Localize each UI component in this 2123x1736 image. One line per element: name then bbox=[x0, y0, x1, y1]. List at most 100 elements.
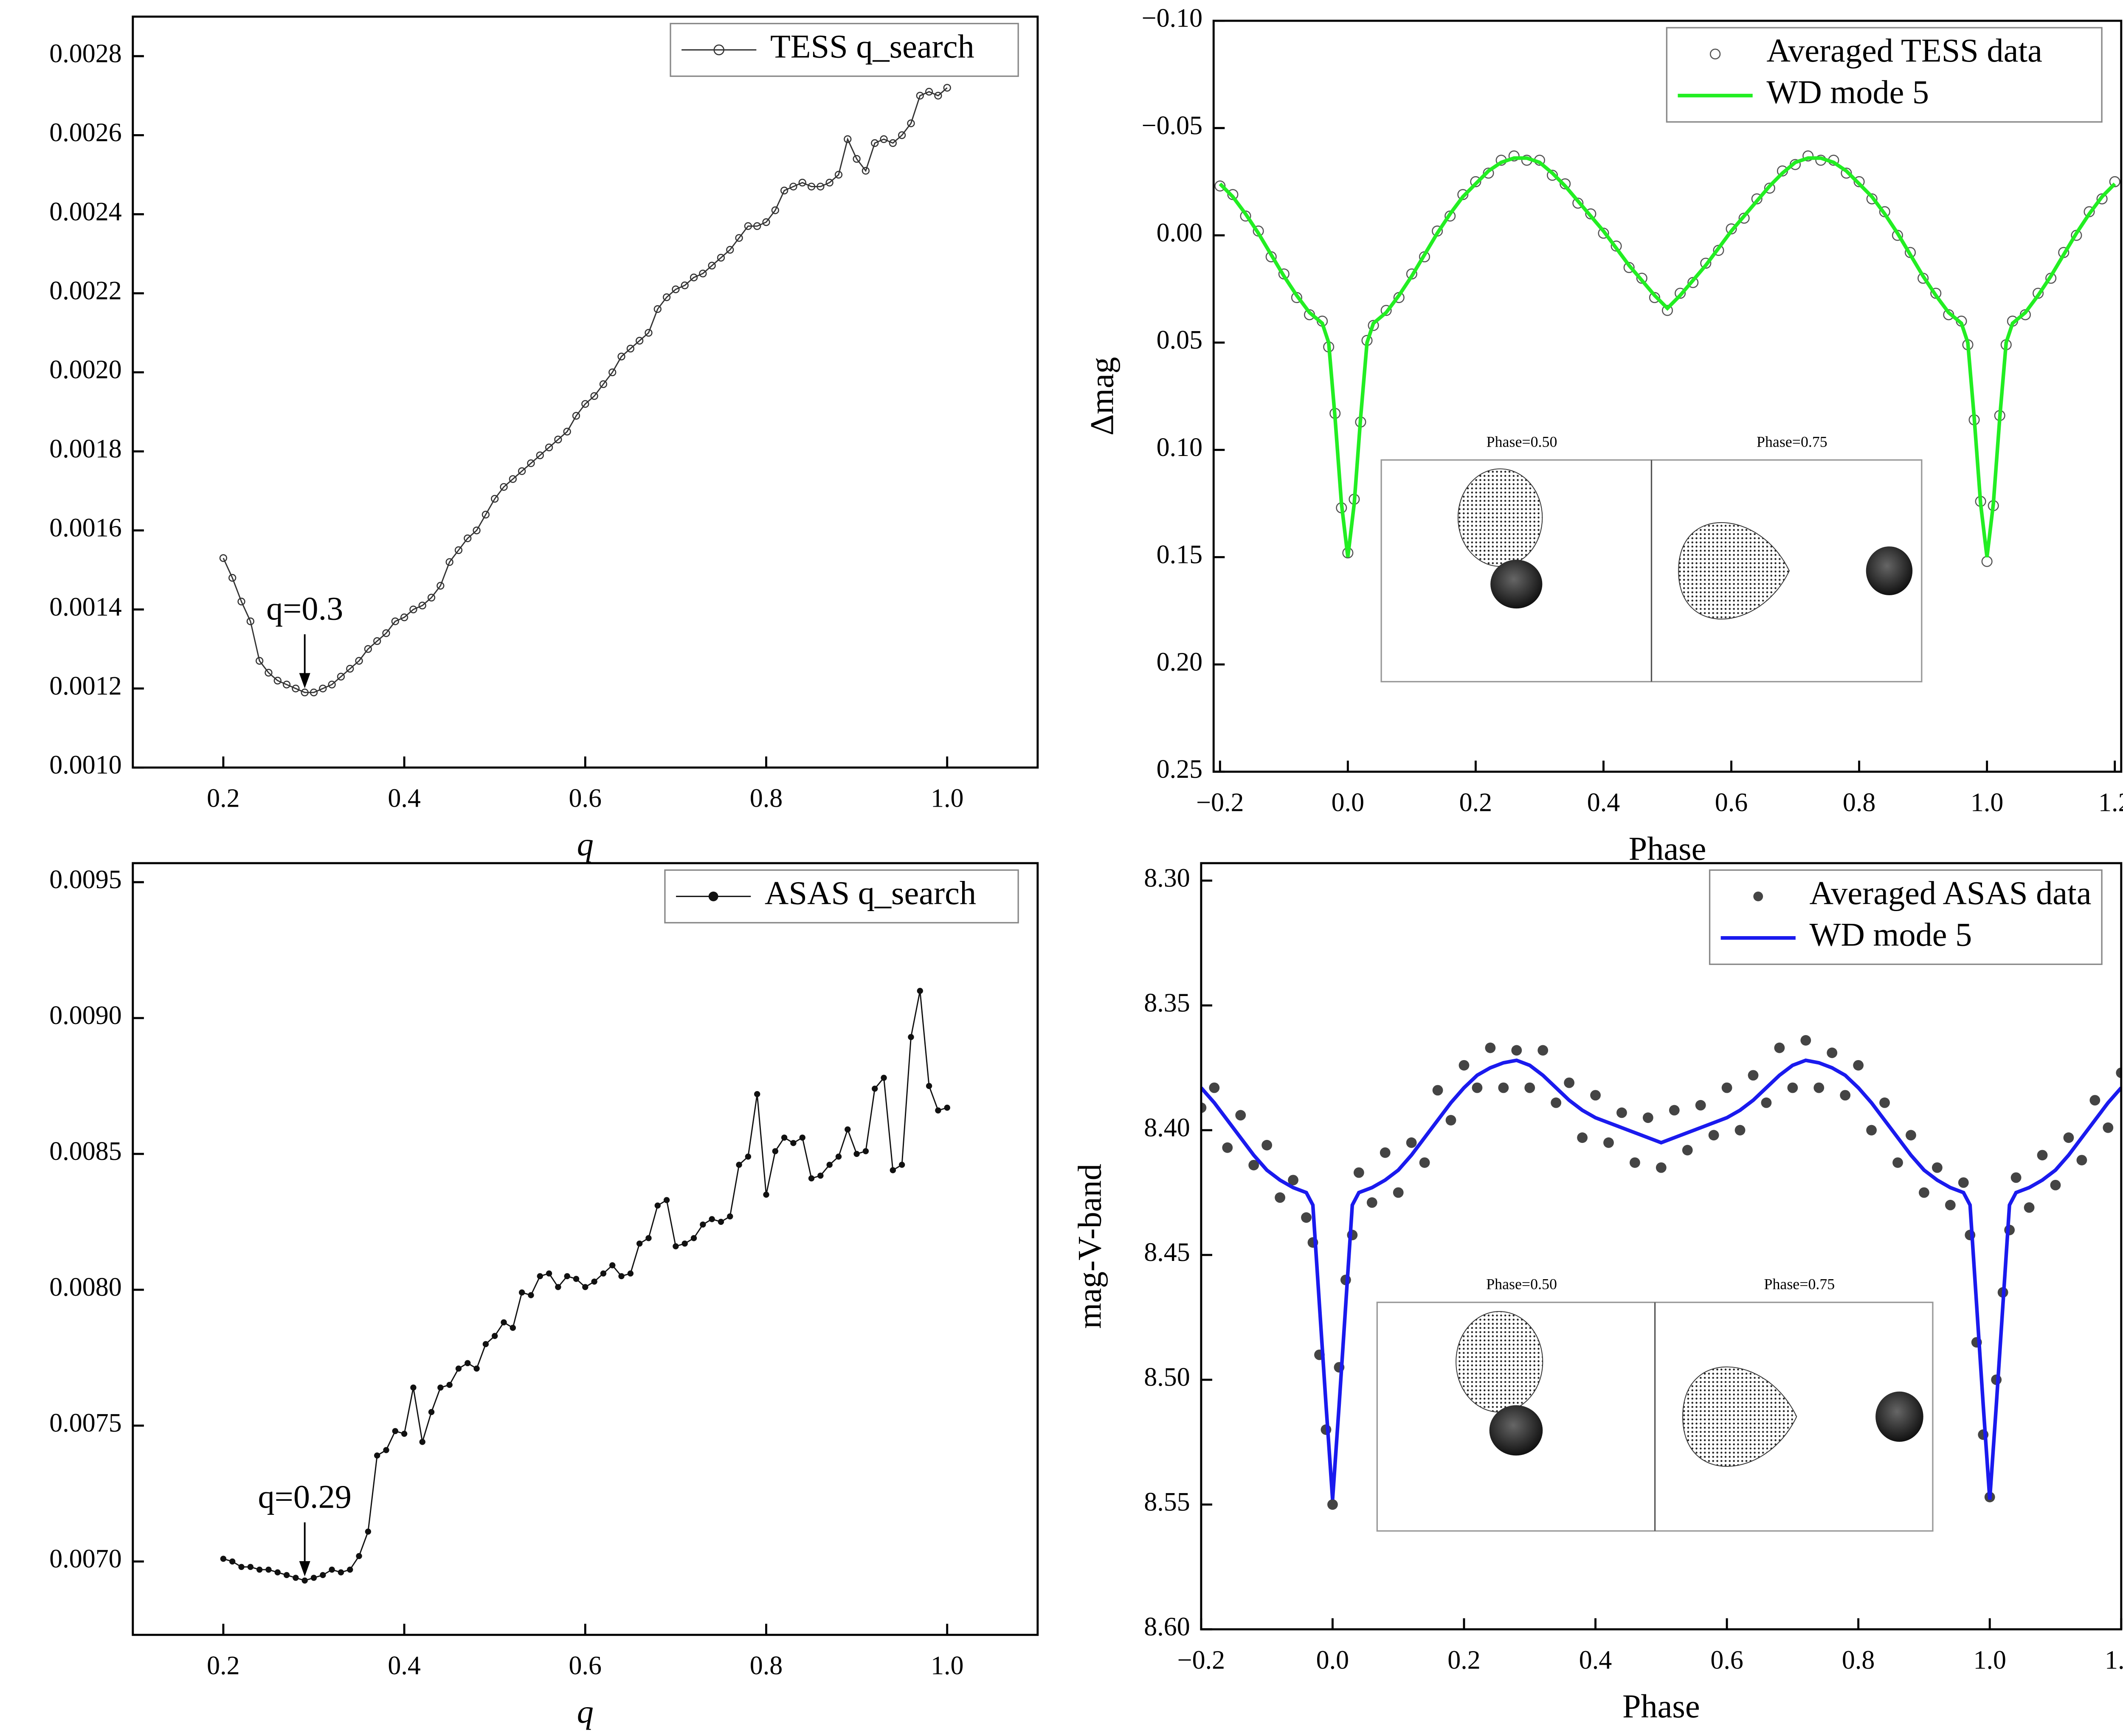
data-point bbox=[599, 380, 608, 388]
data-point bbox=[1879, 1097, 1890, 1108]
data-point bbox=[771, 206, 779, 214]
data-point bbox=[763, 1191, 769, 1198]
y-tick-label: 8.40 bbox=[1144, 1113, 1190, 1142]
x-tick-label: 0.2 bbox=[1459, 788, 1492, 817]
data-point bbox=[1853, 176, 1865, 188]
y-tick-label: 0.20 bbox=[1157, 647, 1203, 676]
data-point bbox=[934, 92, 942, 100]
data-point bbox=[1721, 1082, 1732, 1093]
y-tick-label: 0.0024 bbox=[49, 197, 122, 226]
data-point bbox=[437, 1384, 444, 1391]
secondary-star bbox=[1489, 1405, 1543, 1456]
data-point bbox=[410, 1384, 417, 1391]
data-point bbox=[790, 1140, 797, 1146]
y-tick-label: 0.15 bbox=[1157, 540, 1203, 569]
secondary-star bbox=[1866, 546, 1913, 595]
secondary-star bbox=[1875, 1391, 1923, 1442]
data-point bbox=[310, 688, 318, 697]
data-point bbox=[789, 183, 797, 191]
data-point bbox=[726, 246, 734, 254]
y-tick-label: 0.0095 bbox=[49, 865, 122, 894]
data-point bbox=[591, 1278, 597, 1285]
data-point bbox=[1472, 1082, 1483, 1093]
data-point bbox=[663, 1197, 670, 1203]
data-point bbox=[1327, 1499, 1338, 1510]
data-point bbox=[555, 1284, 561, 1290]
data-point bbox=[1774, 1042, 1785, 1053]
data-point bbox=[1235, 1110, 1246, 1121]
y-tick-label: 0.0020 bbox=[49, 355, 122, 384]
data-point bbox=[428, 1409, 435, 1415]
y-tick-label: 0.0075 bbox=[49, 1409, 122, 1438]
x-tick-label: 0.4 bbox=[388, 784, 421, 813]
data-point bbox=[356, 1553, 362, 1559]
data-point bbox=[736, 1162, 742, 1168]
data-point bbox=[1840, 1090, 1851, 1101]
data-point bbox=[564, 1273, 570, 1280]
x-axis-label: q bbox=[577, 826, 594, 863]
annotation: q=0.3 bbox=[266, 590, 343, 627]
data-point bbox=[762, 218, 770, 226]
data-point bbox=[491, 495, 499, 503]
primary-star bbox=[1678, 522, 1790, 620]
data-point bbox=[636, 1240, 643, 1247]
plot-frame bbox=[132, 15, 1039, 769]
data-point bbox=[700, 1221, 706, 1228]
data-point bbox=[229, 1558, 236, 1565]
data-point bbox=[1459, 1060, 1470, 1071]
data-point bbox=[1738, 212, 1750, 224]
data-point bbox=[2103, 1122, 2114, 1133]
data-point bbox=[247, 1564, 254, 1570]
x-tick-label: 1.0 bbox=[1971, 788, 2004, 817]
data-point bbox=[735, 234, 743, 242]
data-point bbox=[825, 179, 833, 187]
data-point bbox=[528, 1292, 534, 1298]
data-point bbox=[1366, 1197, 1377, 1208]
data-point bbox=[409, 605, 417, 613]
data-point bbox=[427, 594, 436, 602]
data-point bbox=[799, 1134, 805, 1141]
data-point bbox=[808, 1175, 815, 1182]
plot-frame bbox=[1212, 20, 2123, 773]
data-point bbox=[1445, 1115, 1456, 1125]
y-tick-label: 8.30 bbox=[1144, 864, 1190, 892]
data-point bbox=[654, 1202, 661, 1209]
data-point bbox=[274, 1569, 281, 1576]
data-point bbox=[2037, 1150, 2048, 1161]
series-line bbox=[1201, 1058, 2121, 1500]
data-point bbox=[2050, 1179, 2061, 1190]
data-point bbox=[817, 1172, 824, 1179]
data-point bbox=[881, 1075, 887, 1081]
data-point bbox=[256, 657, 264, 665]
data-point bbox=[645, 329, 653, 337]
data-point bbox=[926, 1083, 932, 1089]
data-point bbox=[781, 1134, 788, 1141]
data-point bbox=[282, 681, 291, 689]
data-point bbox=[1209, 1082, 1220, 1093]
y-tick-label: 0.0016 bbox=[49, 514, 122, 543]
data-point bbox=[709, 1216, 715, 1222]
data-point bbox=[608, 368, 617, 377]
data-point bbox=[1802, 150, 1814, 162]
data-point bbox=[845, 1126, 851, 1133]
data-point bbox=[1537, 1045, 1549, 1056]
data-point bbox=[1598, 228, 1609, 239]
x-tick-label: 1.2 bbox=[2105, 1646, 2123, 1674]
data-point bbox=[1700, 257, 1712, 269]
data-point bbox=[1498, 1082, 1509, 1093]
primary-star bbox=[1682, 1366, 1797, 1467]
data-point bbox=[2089, 1095, 2100, 1106]
data-point bbox=[418, 602, 426, 610]
y-tick-label: 0.0090 bbox=[49, 1001, 122, 1030]
data-point bbox=[2116, 1067, 2121, 1078]
data-point bbox=[238, 1564, 245, 1570]
data-point bbox=[907, 119, 915, 127]
data-point bbox=[835, 1154, 842, 1160]
data-point bbox=[1919, 1187, 1929, 1198]
data-point bbox=[1708, 1130, 1719, 1141]
data-point bbox=[943, 84, 951, 92]
data-point bbox=[1656, 1162, 1667, 1173]
data-point bbox=[382, 629, 390, 637]
data-point bbox=[862, 167, 870, 175]
y-tick-label: 0.0018 bbox=[49, 434, 122, 463]
